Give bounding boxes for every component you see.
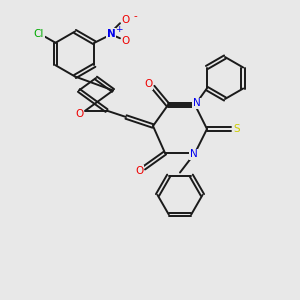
Text: O: O: [135, 166, 144, 176]
Text: +: +: [115, 25, 122, 34]
Text: N: N: [190, 149, 197, 160]
Text: O: O: [144, 79, 153, 89]
Text: -: -: [133, 11, 137, 21]
Text: S: S: [234, 124, 240, 134]
Text: N: N: [193, 98, 200, 109]
Text: O: O: [122, 36, 130, 46]
Text: O: O: [75, 109, 83, 118]
Text: Cl: Cl: [34, 29, 44, 39]
Text: O: O: [122, 15, 130, 25]
Text: N: N: [106, 29, 116, 39]
